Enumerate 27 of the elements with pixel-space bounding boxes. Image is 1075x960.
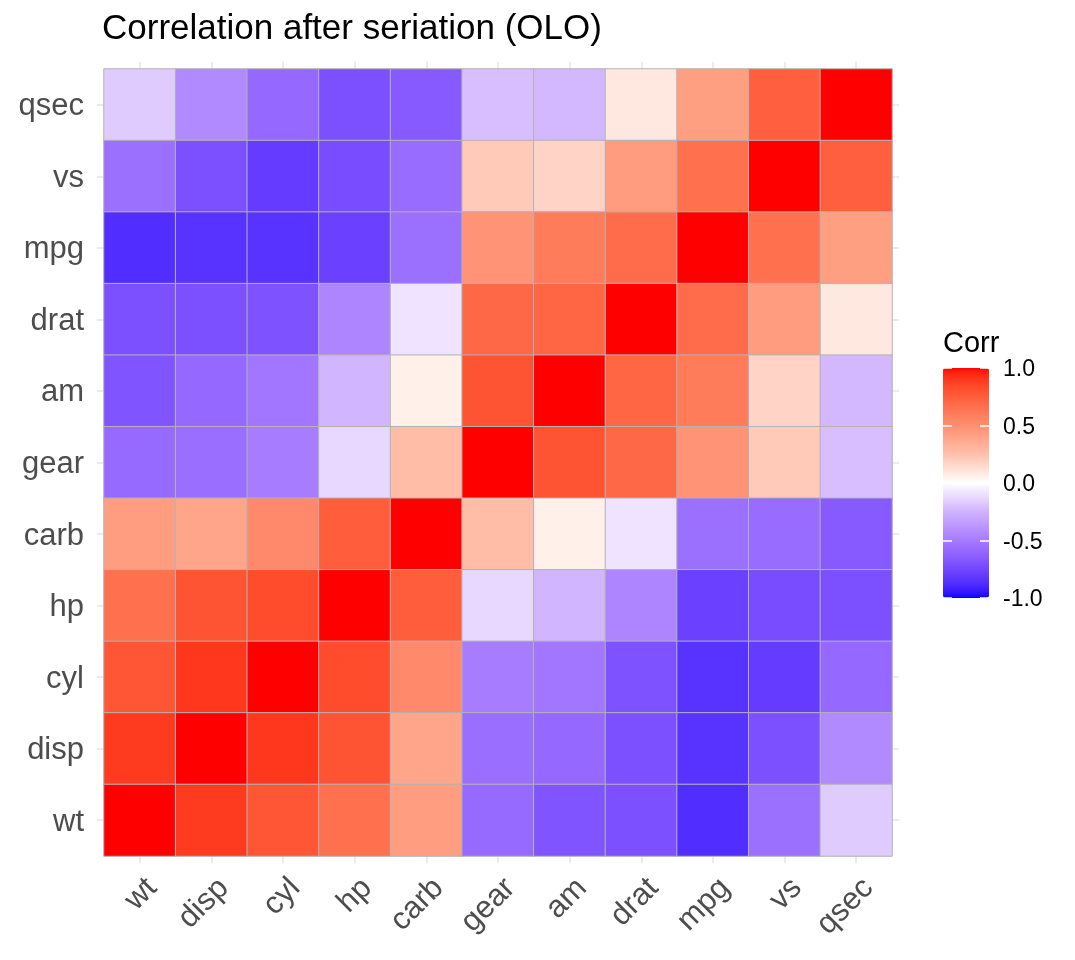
y-tick-label: mpg xyxy=(23,230,84,266)
color-bar-label: 0.0 xyxy=(1003,470,1035,496)
x-tick-label: drat xyxy=(602,869,665,933)
y-tick-label: disp xyxy=(27,731,84,767)
x-tick-label: am xyxy=(537,869,593,925)
color-bar-title: Corr xyxy=(943,325,1000,358)
x-tick-label: mpg xyxy=(668,869,737,937)
y-tick-label: cyl xyxy=(46,659,84,695)
y-tick-label: gear xyxy=(21,445,84,480)
y-tick-label: qsec xyxy=(18,87,84,123)
color-bar-label: -1.0 xyxy=(1003,585,1043,611)
x-tick-label: cyl xyxy=(254,869,307,922)
color-bar-label: 0.5 xyxy=(1003,412,1035,439)
x-tick-label: disp xyxy=(169,869,235,935)
y-tick-label: am xyxy=(40,373,84,409)
y-tick-label: hp xyxy=(49,588,84,624)
y-tick-label: wt xyxy=(52,802,85,838)
chart-title: Correlation after seriation (OLO) xyxy=(102,7,602,46)
x-tick-label: hp xyxy=(328,869,379,919)
x-tick-label: wt xyxy=(115,869,164,917)
y-tick-label: vs xyxy=(53,158,84,194)
color-bar-label: -0.5 xyxy=(1003,527,1043,554)
y-tick-label: drat xyxy=(30,301,85,337)
x-tick-label: vs xyxy=(761,869,808,917)
x-tick-label: carb xyxy=(382,869,450,937)
color-bar-label: 1.0 xyxy=(1003,355,1035,381)
y-tick-label: carb xyxy=(23,516,84,552)
